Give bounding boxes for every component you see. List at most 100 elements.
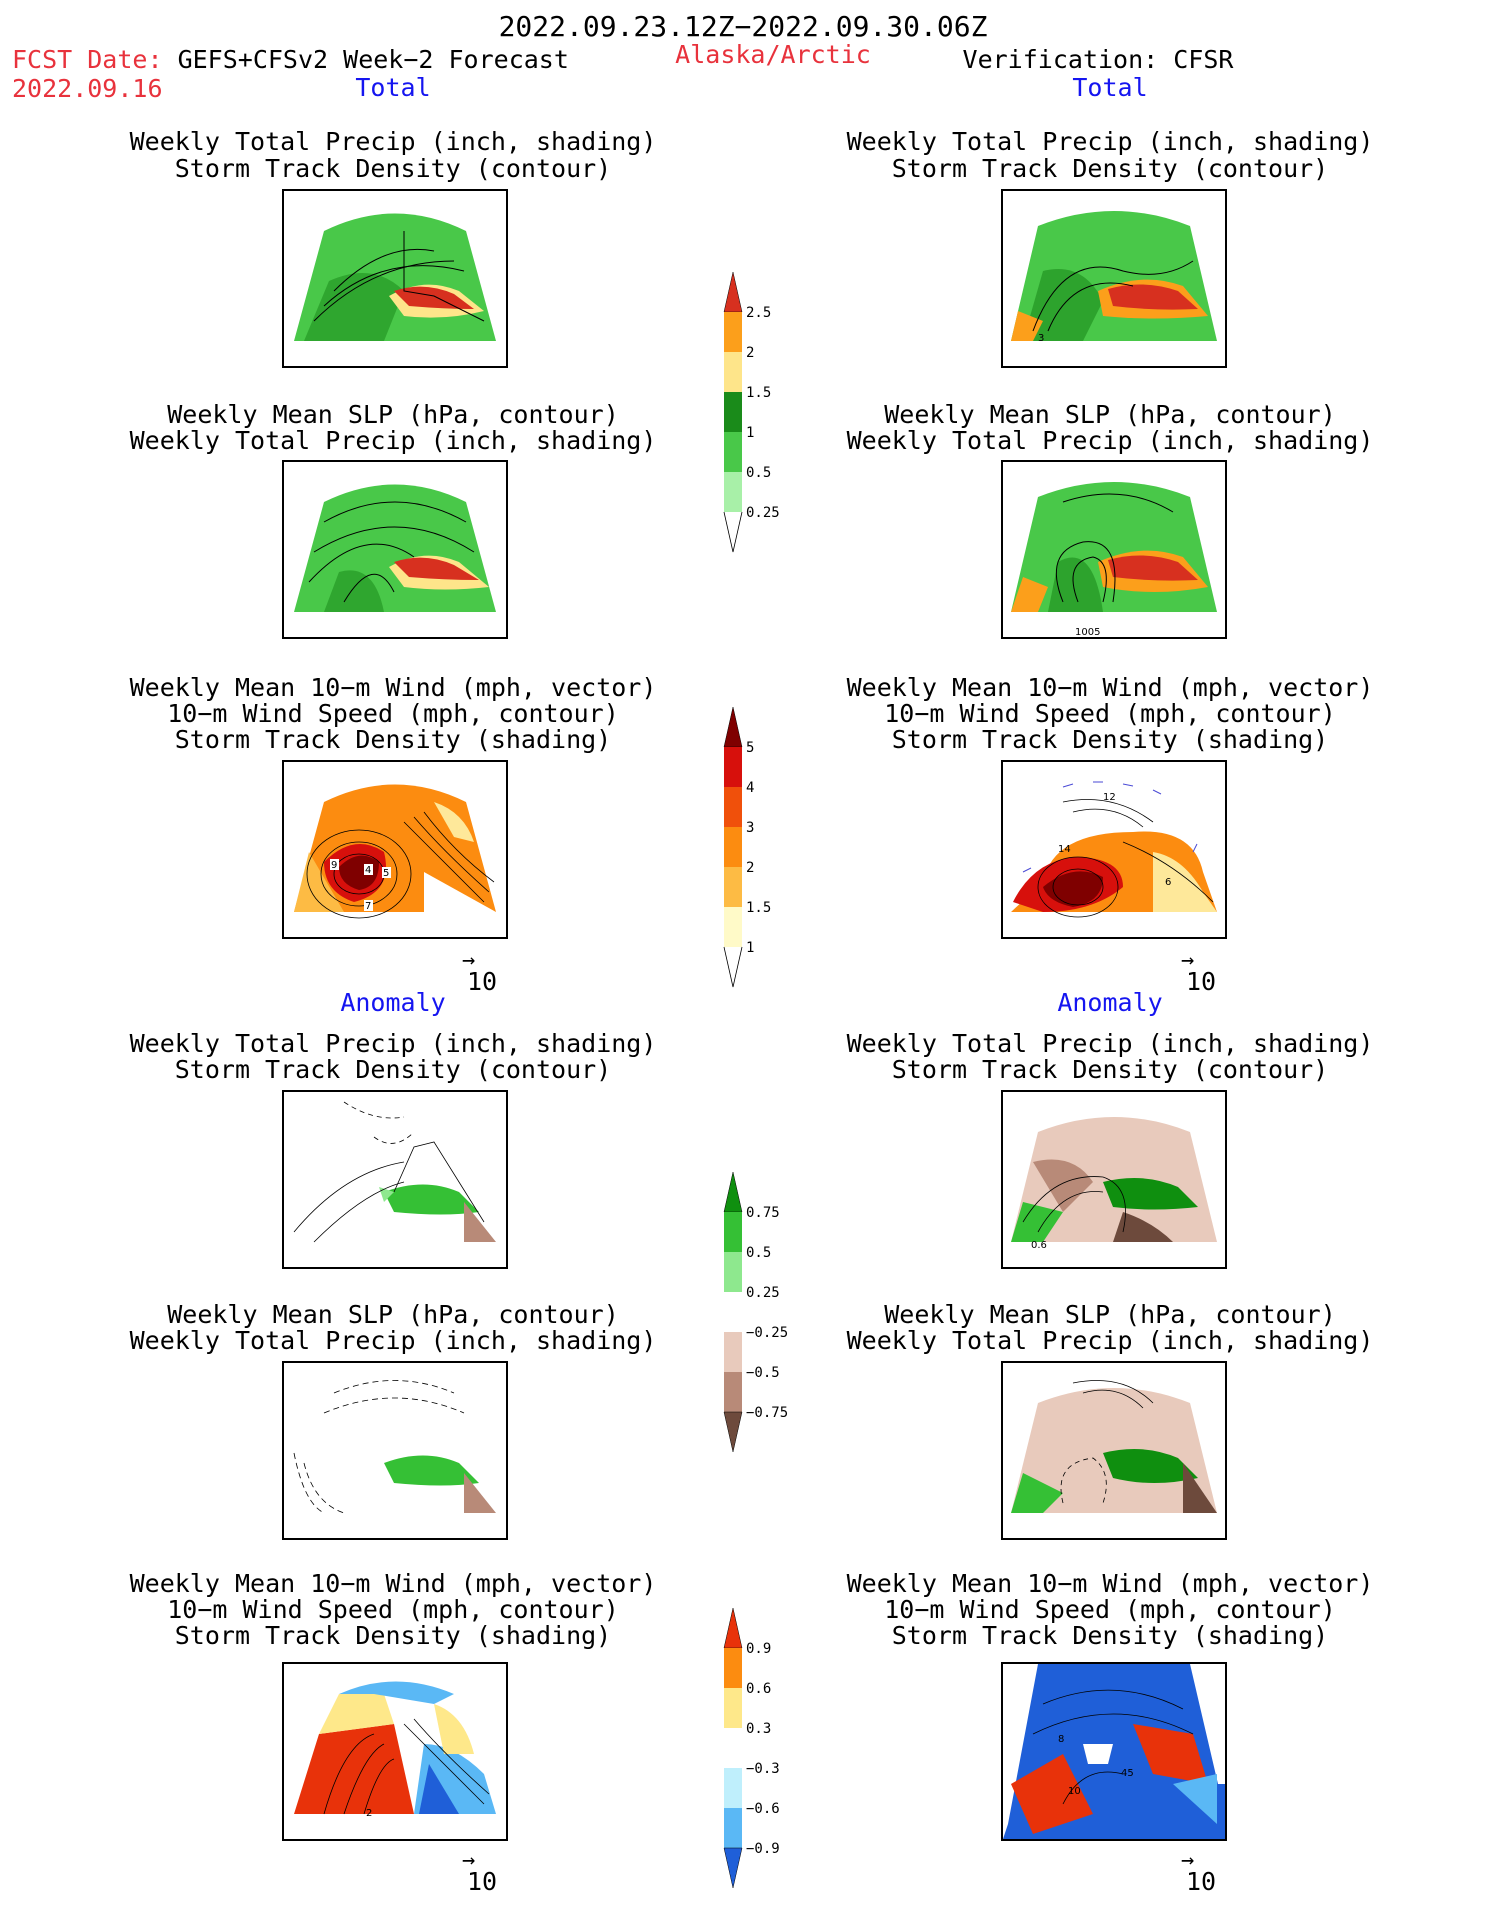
- map-fcst-anom-slp: [282, 1361, 508, 1540]
- cbar-tick: 1: [746, 940, 755, 956]
- caption-l2b: Weekly Total Precip (inch, shading): [129, 426, 657, 455]
- caption-r1a: Weekly Total Precip (inch, shading): [846, 127, 1374, 156]
- caption-l6a: Weekly Mean 10−m Wind (mph, vector): [129, 1569, 657, 1598]
- cbar-tick: 1: [746, 425, 755, 441]
- cbar-tick: −0.5: [746, 1365, 780, 1381]
- wind-fcst-label-a: 9: [331, 860, 337, 871]
- caption-l5b: Weekly Total Precip (inch, shading): [129, 1326, 657, 1355]
- cbar-tick: 2: [746, 345, 755, 361]
- caption-l3c: Storm Track Density (shading): [174, 725, 612, 754]
- vector-ref-label: 10: [467, 1867, 498, 1896]
- cbar-tick: 0.5: [746, 465, 772, 481]
- caption-l6c: Storm Track Density (shading): [174, 1621, 612, 1650]
- wind-obs-label-b: 14: [1058, 844, 1071, 855]
- vector-ref-arrow-icon: →: [1181, 1848, 1195, 1873]
- anom-precip-obs-label: 0.6: [1031, 1240, 1047, 1251]
- anom-wind-fcst-label: 2: [366, 1808, 372, 1819]
- cbar-tick: 0.75: [746, 1205, 780, 1221]
- caption-r5a: Weekly Mean SLP (hPa, contour): [884, 1300, 1336, 1329]
- colorbar-precip-anom: 0.75 0.5 0.25 −0.25 −0.5 −0.75: [722, 1170, 788, 1459]
- section-anomaly-left: Anomaly: [340, 988, 446, 1017]
- caption-r5b: Weekly Total Precip (inch, shading): [846, 1326, 1374, 1355]
- cbar-tick: 1.5: [746, 385, 772, 401]
- cbar-tick: 3: [746, 820, 755, 836]
- map-obs-total-precip: 3: [1001, 189, 1227, 368]
- map-obs-anom-slp: [1001, 1361, 1227, 1540]
- cbar-tick: 0.5: [746, 1245, 772, 1261]
- cbar-tick: −0.25: [746, 1325, 789, 1341]
- cbar-tick: 5: [746, 740, 755, 756]
- section-anomaly-right: Anomaly: [1057, 988, 1163, 1017]
- caption-l5a: Weekly Mean SLP (hPa, contour): [167, 1300, 619, 1329]
- vector-ref-arrow-icon: →: [462, 948, 476, 973]
- vector-ref-label: 10: [1186, 1867, 1217, 1896]
- region-label: Alaska/Arctic: [675, 40, 871, 69]
- caption-r2a: Weekly Mean SLP (hPa, contour): [884, 400, 1336, 429]
- vector-ref-label: 10: [467, 967, 498, 996]
- model-name: GEFS+CFSv2 Week−2 Forecast: [177, 45, 569, 74]
- caption-r3a: Weekly Mean 10−m Wind (mph, vector): [846, 673, 1374, 702]
- map-fcst-total-precip: [282, 189, 508, 368]
- date-range-title: 2022.09.23.12Z−2022.09.30.06Z: [498, 10, 988, 43]
- map-obs-wind: 12 14 6: [1001, 760, 1227, 939]
- wind-obs-label-a: 12: [1103, 792, 1116, 803]
- verification-label: Verification: CFSR: [962, 45, 1234, 74]
- caption-r6c: Storm Track Density (shading): [891, 1621, 1329, 1650]
- caption-l3b: 10−m Wind Speed (mph, contour): [167, 699, 619, 728]
- caption-l3a: Weekly Mean 10−m Wind (mph, vector): [129, 673, 657, 702]
- map-fcst-anom-wind: 2: [282, 1662, 508, 1841]
- map-fcst-slp-precip: [282, 460, 508, 639]
- section-total-left: Total: [355, 73, 431, 102]
- cbar-tick: 2: [746, 860, 755, 876]
- wind-obs-label-c: 6: [1165, 877, 1171, 888]
- caption-r4a: Weekly Total Precip (inch, shading): [846, 1029, 1374, 1058]
- caption-r3b: 10−m Wind Speed (mph, contour): [884, 699, 1336, 728]
- vector-ref-arrow-icon: →: [1181, 948, 1195, 973]
- wind-fcst-label-c: 5: [383, 868, 389, 879]
- anom-wind-obs-label-b: 10: [1068, 1786, 1081, 1797]
- fcst-line: FCST Date: GEFS+CFSv2 Week−2 Forecast: [12, 47, 569, 72]
- caption-l2a: Weekly Mean SLP (hPa, contour): [167, 400, 619, 429]
- caption-r1b: Storm Track Density (contour): [891, 154, 1329, 183]
- section-total-right: Total: [1072, 73, 1148, 102]
- cbar-tick: −0.75: [746, 1405, 789, 1421]
- caption-l4b: Storm Track Density (contour): [174, 1055, 612, 1084]
- cbar-tick: 0.9: [746, 1641, 772, 1657]
- cbar-tick: 1.5: [746, 900, 772, 916]
- fcst-date-value: 2022.09.16: [12, 74, 163, 103]
- caption-r3c: Storm Track Density (shading): [891, 725, 1329, 754]
- cbar-tick: 4: [746, 780, 755, 796]
- caption-r4b: Storm Track Density (contour): [891, 1055, 1329, 1084]
- wind-fcst-label-d: 7: [365, 901, 371, 912]
- caption-r6a: Weekly Mean 10−m Wind (mph, vector): [846, 1569, 1374, 1598]
- cbar-tick: 2.5: [746, 305, 772, 321]
- cbar-tick: 0.25: [746, 1285, 780, 1301]
- anom-wind-obs-label-c: 45: [1121, 1768, 1134, 1779]
- cbar-tick: 0.3: [746, 1721, 772, 1737]
- caption-r6b: 10−m Wind Speed (mph, contour): [884, 1595, 1336, 1624]
- wind-fcst-label-b: 4: [365, 865, 371, 876]
- slp-contour-label: 1005: [1075, 627, 1100, 637]
- colorbar-storm-anom: 0.9 0.6 0.3 −0.3 −0.6 −0.9: [722, 1606, 780, 1895]
- caption-l1b: Storm Track Density (contour): [174, 154, 612, 183]
- cbar-tick: 0.6: [746, 1681, 772, 1697]
- map-fcst-wind: 9 4 5 7: [282, 760, 508, 939]
- cbar-tick: 0.25: [746, 505, 780, 521]
- colorbar-precip-total: 2.5 2 1.5 1 0.5 0.25: [722, 270, 780, 559]
- vector-ref-label: 10: [1186, 967, 1217, 996]
- anom-wind-obs-label-a: 8: [1058, 1734, 1064, 1745]
- caption-l1a: Weekly Total Precip (inch, shading): [129, 127, 657, 156]
- fcst-date-label: FCST Date:: [12, 45, 163, 74]
- colorbar-storm-total: 5 4 3 2 1.5 1: [722, 705, 771, 994]
- vector-ref-arrow-icon: →: [462, 1848, 476, 1873]
- cbar-tick: −0.3: [746, 1761, 780, 1777]
- caption-l6b: 10−m Wind Speed (mph, contour): [167, 1595, 619, 1624]
- cbar-tick: −0.9: [746, 1841, 780, 1857]
- map-obs-anom-precip: 0.6: [1001, 1090, 1227, 1269]
- map-fcst-anom-precip: [282, 1090, 508, 1269]
- obs-contour-label: 3: [1038, 333, 1044, 344]
- map-obs-anom-wind: 8 10 45: [1001, 1662, 1227, 1841]
- cbar-tick: −0.6: [746, 1801, 780, 1817]
- map-obs-slp-precip: 1005: [1001, 460, 1227, 639]
- caption-l4a: Weekly Total Precip (inch, shading): [129, 1029, 657, 1058]
